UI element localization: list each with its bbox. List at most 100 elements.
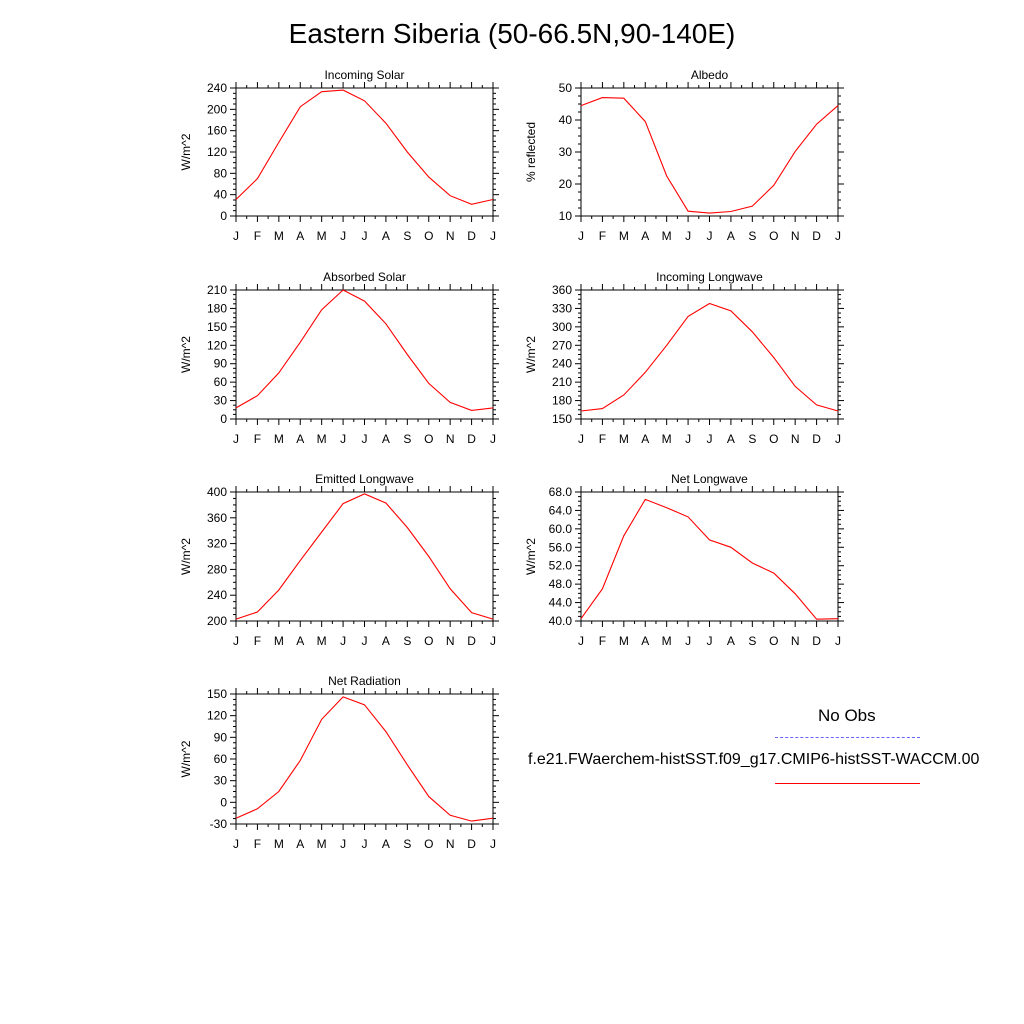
x-tick-label: D [467, 432, 476, 446]
y-tick-label: 200 [207, 614, 227, 628]
x-tick-label: M [662, 634, 672, 648]
x-tick-label: M [662, 432, 672, 446]
y-tick-label: 40.0 [549, 614, 573, 628]
y-tick-label: 0 [220, 209, 227, 223]
y-axis-label: W/m^2 [179, 336, 193, 373]
x-tick-label: J [685, 432, 691, 446]
x-tick-label: A [641, 634, 649, 648]
y-tick-label: 0 [220, 795, 227, 809]
x-tick-label: O [424, 229, 433, 243]
x-tick-label: A [382, 229, 390, 243]
x-tick-label: J [490, 634, 496, 648]
x-tick-label: F [254, 634, 261, 648]
y-axis-label: W/m^2 [179, 133, 193, 170]
x-tick-label: S [748, 634, 756, 648]
x-tick-label: N [446, 229, 455, 243]
x-tick-label: O [769, 229, 778, 243]
x-tick-label: J [340, 432, 346, 446]
y-tick-label: 300 [552, 320, 572, 334]
x-tick-label: N [791, 634, 800, 648]
y-tick-label: 120 [207, 338, 227, 352]
x-tick-label: O [769, 432, 778, 446]
y-tick-label: 150 [552, 412, 572, 426]
y-tick-label: 30 [214, 394, 228, 408]
plot-frame [235, 289, 494, 420]
x-tick-label: J [233, 837, 239, 851]
x-tick-label: A [727, 432, 735, 446]
x-tick-label: M [662, 229, 672, 243]
y-tick-label: 68.0 [549, 485, 573, 499]
y-tick-label: 56.0 [549, 540, 573, 554]
x-tick-label: J [685, 229, 691, 243]
x-tick-label: M [274, 837, 284, 851]
x-tick-label: F [599, 229, 606, 243]
y-tick-label: 210 [552, 375, 572, 389]
x-tick-label: J [362, 634, 368, 648]
x-tick-label: J [707, 229, 713, 243]
y-tick-label: 200 [207, 102, 227, 116]
y-tick-label: 40 [214, 188, 228, 202]
y-tick-label: 44.0 [549, 596, 573, 610]
y-tick-label: 120 [207, 145, 227, 159]
y-tick-label: 280 [207, 562, 227, 576]
x-tick-label: A [382, 432, 390, 446]
y-tick-label: 150 [207, 687, 227, 701]
x-tick-label: J [362, 229, 368, 243]
x-tick-label: M [619, 229, 629, 243]
y-tick-label: 60 [214, 375, 228, 389]
x-tick-label: N [446, 432, 455, 446]
series-line [580, 498, 839, 620]
series-line [235, 493, 494, 620]
plot-frame [235, 693, 494, 825]
x-tick-label: A [727, 634, 735, 648]
x-tick-label: J [340, 634, 346, 648]
x-tick-label: S [748, 229, 756, 243]
chart-emitted-longwave: Emitted Longwave W/m^2 200 240 280 320 360 400 J… [179, 472, 499, 648]
x-tick-label: D [812, 432, 821, 446]
x-tick-label: M [317, 432, 327, 446]
y-tick-label: 270 [552, 338, 572, 352]
y-axis-label: W/m^2 [179, 538, 193, 575]
y-tick-label: 30 [214, 774, 228, 788]
x-tick-label: J [233, 229, 239, 243]
x-tick-label: J [233, 432, 239, 446]
x-tick-label: J [578, 229, 584, 243]
x-tick-label: D [812, 229, 821, 243]
x-tick-label: J [362, 837, 368, 851]
x-tick-label: S [403, 229, 411, 243]
x-tick-label: J [707, 634, 713, 648]
chart-title: Incoming Longwave [656, 270, 763, 284]
y-axis-label: W/m^2 [524, 336, 538, 373]
y-tick-label: 52.0 [549, 559, 573, 573]
x-tick-label: D [467, 634, 476, 648]
y-tick-label: 0 [220, 412, 227, 426]
chart-title: Net Longwave [671, 472, 748, 486]
x-tick-label: F [599, 432, 606, 446]
x-tick-label: S [403, 837, 411, 851]
y-tick-label: 360 [552, 283, 572, 297]
y-tick-label: 330 [552, 301, 572, 315]
y-tick-label: 20 [559, 177, 573, 191]
y-tick-label: 180 [552, 394, 572, 408]
series-line [580, 97, 839, 214]
x-tick-label: J [490, 432, 496, 446]
chart-title: Albedo [691, 68, 729, 82]
x-tick-label: M [619, 432, 629, 446]
chart-title: Emitted Longwave [315, 472, 414, 486]
x-tick-label: J [707, 432, 713, 446]
plot-frame [580, 289, 839, 420]
series-line [235, 696, 494, 822]
y-tick-label: 64.0 [549, 503, 573, 517]
page-title: Eastern Siberia (50-66.5N,90-140E) [288, 18, 736, 49]
chart-title: Absorbed Solar [323, 270, 406, 284]
x-tick-label: A [296, 837, 304, 851]
x-tick-label: J [578, 634, 584, 648]
x-tick-label: J [490, 229, 496, 243]
y-tick-label: 150 [207, 320, 227, 334]
x-tick-label: J [362, 432, 368, 446]
chart-incoming-longwave: Incoming Longwave W/m^2 150 180 210 240 270 300… [524, 270, 844, 446]
